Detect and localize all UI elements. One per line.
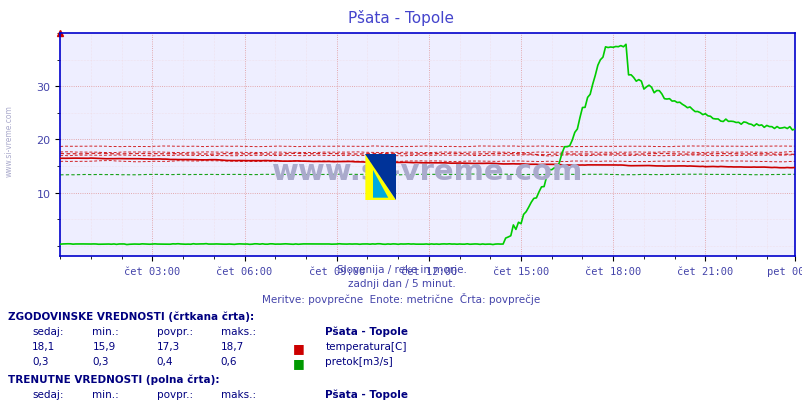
Text: ■: ■ — [293, 356, 305, 369]
Text: pretok[m3/s]: pretok[m3/s] — [325, 356, 392, 367]
Text: ■: ■ — [293, 341, 305, 354]
Text: Slovenija / reke in morje.: Slovenija / reke in morje. — [336, 265, 466, 275]
Text: Pšata - Topole: Pšata - Topole — [325, 326, 407, 336]
Text: povpr.:: povpr.: — [156, 326, 192, 336]
Text: TRENUTNE VREDNOSTI (polna črta):: TRENUTNE VREDNOSTI (polna črta): — [8, 373, 219, 384]
Text: 0,3: 0,3 — [32, 356, 49, 367]
Text: 0,4: 0,4 — [156, 356, 173, 367]
Text: min.:: min.: — [92, 389, 119, 399]
Text: 15,9: 15,9 — [92, 341, 115, 351]
Text: sedaj:: sedaj: — [32, 326, 63, 336]
Text: 17,3: 17,3 — [156, 341, 180, 351]
Text: Pšata - Topole: Pšata - Topole — [348, 10, 454, 26]
Text: 18,7: 18,7 — [221, 341, 244, 351]
Text: Meritve: povprečne  Enote: metrične  Črta: povprečje: Meritve: povprečne Enote: metrične Črta:… — [262, 293, 540, 305]
Text: 18,1: 18,1 — [32, 341, 55, 351]
Text: ZGODOVINSKE VREDNOSTI (črtkana črta):: ZGODOVINSKE VREDNOSTI (črtkana črta): — [8, 311, 254, 321]
Text: 0,6: 0,6 — [221, 356, 237, 367]
Text: 0,3: 0,3 — [92, 356, 109, 367]
Text: sedaj:: sedaj: — [32, 389, 63, 399]
Polygon shape — [365, 154, 395, 200]
Text: maks.:: maks.: — [221, 389, 256, 399]
Text: povpr.:: povpr.: — [156, 389, 192, 399]
Text: www.si-vreme.com: www.si-vreme.com — [272, 158, 582, 186]
Text: min.:: min.: — [92, 326, 119, 336]
Text: temperatura[C]: temperatura[C] — [325, 341, 406, 351]
Text: www.si-vreme.com: www.si-vreme.com — [5, 105, 14, 176]
Polygon shape — [372, 170, 388, 198]
Text: zadnji dan / 5 minut.: zadnji dan / 5 minut. — [347, 279, 455, 289]
Text: Pšata - Topole: Pšata - Topole — [325, 389, 407, 399]
Text: maks.:: maks.: — [221, 326, 256, 336]
Polygon shape — [365, 154, 395, 200]
